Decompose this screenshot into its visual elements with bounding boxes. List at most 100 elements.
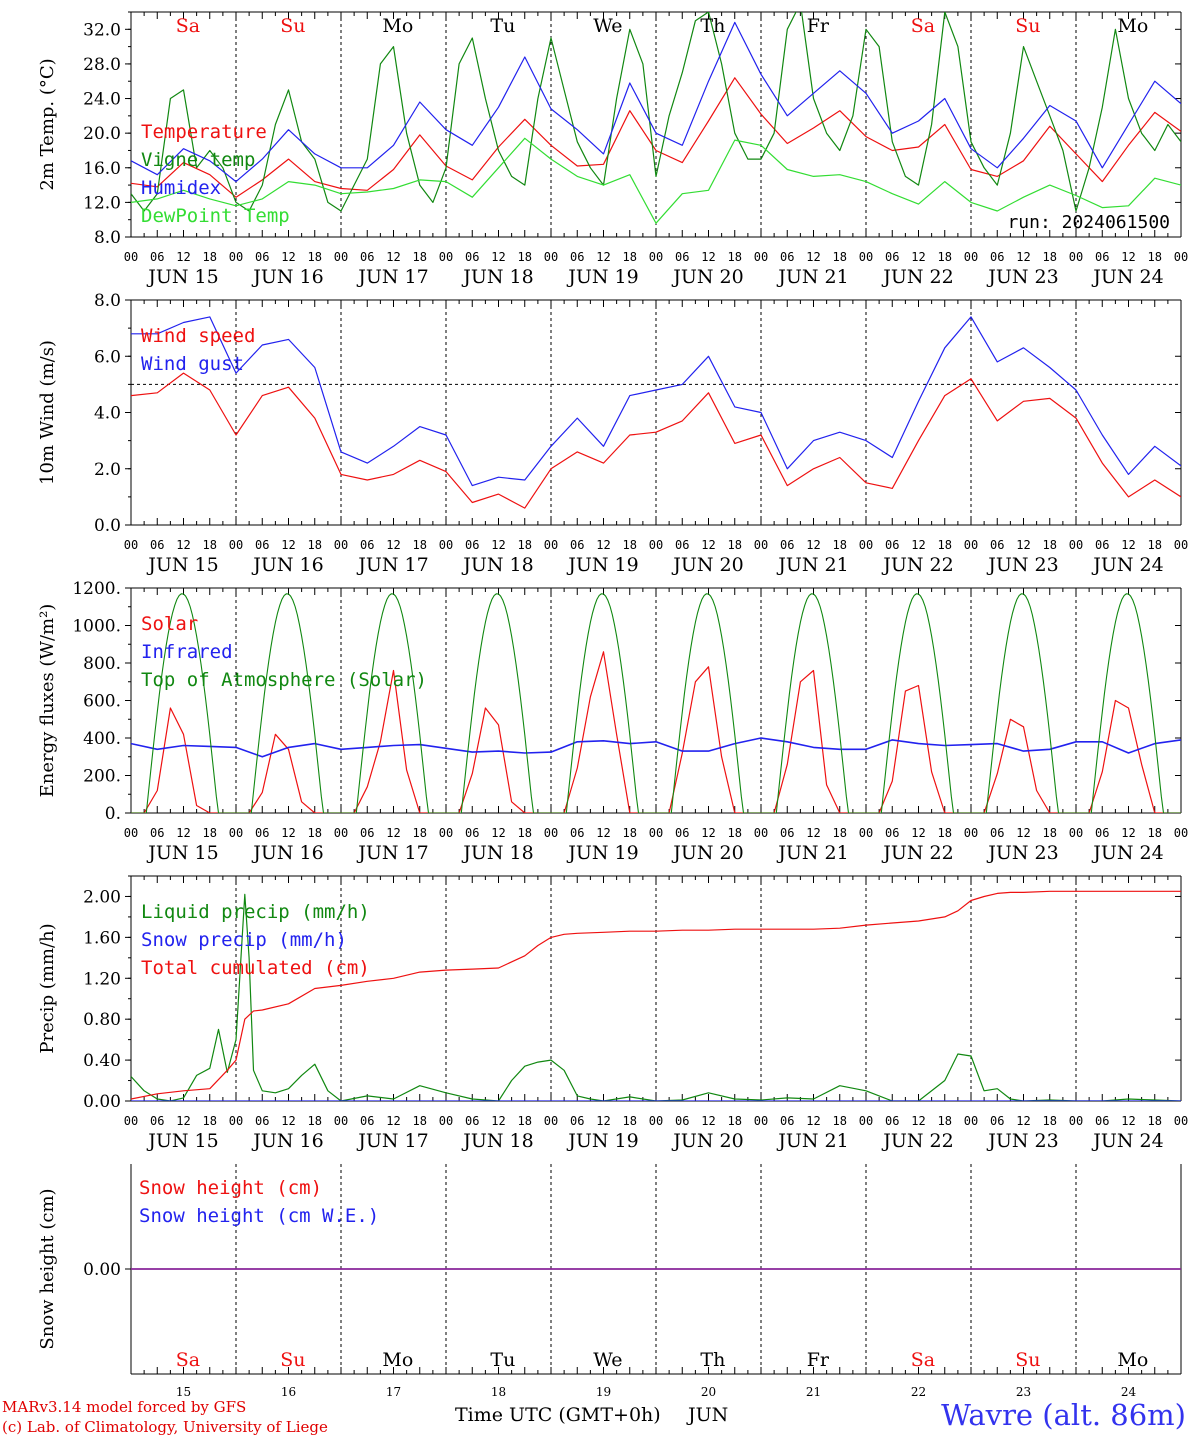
x-axis-title: Time UTC (GMT+0h) [455, 1404, 661, 1426]
day-number: 19 [596, 1385, 611, 1399]
series-line [131, 137, 1181, 224]
hour-tick-label: 18 [938, 250, 952, 264]
hour-tick-label: 00 [439, 250, 453, 264]
hour-tick-label: 06 [885, 250, 899, 264]
hour-tick-label: 18 [728, 1114, 742, 1128]
hour-tick-label: 06 [465, 1114, 479, 1128]
legend-entry: Solar [141, 613, 198, 635]
hour-tick-label: 06 [885, 826, 899, 840]
y-tick-label: 2.00 [83, 887, 121, 907]
hour-tick-label: 06 [990, 538, 1004, 552]
hour-tick-label: 12 [176, 826, 190, 840]
date-label: JUN 21 [776, 266, 848, 288]
hour-tick-label: 18 [203, 538, 217, 552]
hour-tick-label: 00 [859, 1114, 873, 1128]
legend-entry: Humidex [141, 177, 221, 199]
y-tick-label: 2.0 [94, 460, 121, 480]
hour-tick-label: 06 [1095, 826, 1109, 840]
plot-area [131, 12, 1181, 224]
hour-tick-label: 00 [964, 538, 978, 552]
date-label: JUN 24 [1091, 266, 1163, 288]
day-name: We [593, 15, 622, 37]
date-label: JUN 20 [671, 554, 743, 576]
panel-2: 0.0 2.0 4.0 6.0 8.0 10m Wind (m/s) Wind speed W… [37, 291, 1188, 576]
hour-tick-label: 00 [964, 826, 978, 840]
hour-tick-label: 12 [386, 538, 400, 552]
y-tick-label: 0.00 [83, 1260, 121, 1280]
hour-tick-label: 12 [386, 250, 400, 264]
series-line [131, 593, 1181, 813]
hour-tick-label: 12 [281, 826, 295, 840]
panel-5: 0.00 Snow height (cm) Snow height (cm) Snow… [37, 1164, 1182, 1399]
date-label: JUN 17 [356, 554, 428, 576]
day-name: Sa [911, 1349, 935, 1371]
day-name: Th [700, 15, 725, 37]
date-label: JUN 23 [986, 1130, 1058, 1152]
date-label: JUN 15 [146, 842, 218, 864]
hour-tick-label: 18 [833, 1114, 847, 1128]
hour-tick-label: 00 [334, 538, 348, 552]
hour-tick-label: 00 [1174, 826, 1188, 840]
hour-tick-label: 06 [1095, 250, 1109, 264]
hour-tick-label: 18 [728, 250, 742, 264]
hour-tick-label: 06 [150, 826, 164, 840]
plot-area [131, 890, 1181, 1101]
hour-tick-label: 00 [544, 250, 558, 264]
hour-tick-label: 06 [780, 250, 794, 264]
legend-entry: Liquid precip (mm/h) [141, 901, 370, 923]
hour-tick-label: 18 [518, 826, 532, 840]
hour-tick-label: 18 [1043, 1114, 1057, 1128]
day-number: 23 [1016, 1385, 1031, 1399]
day-name: Su [280, 1349, 305, 1371]
hour-tick-label: 00 [754, 250, 768, 264]
lab-credit: (c) Lab. of Climatology, University of L… [2, 1418, 328, 1436]
y-axis-label: Energy fluxes (W/m²) [37, 604, 58, 798]
hour-tick-label: 12 [176, 250, 190, 264]
hour-tick-label: 00 [1069, 250, 1083, 264]
legend-entry: Top of Atmosphere (Solar) [141, 669, 427, 691]
date-label: JUN 17 [356, 266, 428, 288]
hour-tick-label: 00 [754, 826, 768, 840]
hour-tick-label: 06 [1095, 538, 1109, 552]
series-line [131, 12, 1181, 212]
series-line [131, 316, 1181, 487]
date-label: JUN 22 [881, 1130, 953, 1152]
hour-tick-label: 06 [570, 250, 584, 264]
hour-tick-label: 12 [806, 1114, 820, 1128]
series-line [131, 372, 1181, 509]
date-label: JUN 19 [566, 842, 638, 864]
day-number: 18 [491, 1385, 506, 1399]
hour-tick-label: 12 [701, 250, 715, 264]
hour-tick-label: 06 [465, 826, 479, 840]
day-name: Tu [490, 15, 515, 37]
hour-tick-label: 00 [544, 826, 558, 840]
hour-tick-label: 18 [1043, 250, 1057, 264]
hour-tick-label: 18 [413, 826, 427, 840]
y-axis-label: Precip (mm/h) [37, 923, 58, 1053]
hour-tick-label: 06 [255, 826, 269, 840]
hour-tick-label: 00 [1174, 1114, 1188, 1128]
day-name: Tu [490, 1349, 515, 1371]
hour-tick-label: 18 [1148, 1114, 1162, 1128]
hour-tick-label: 12 [491, 538, 505, 552]
legend-entry: Snow precip (mm/h) [141, 929, 347, 951]
hour-tick-label: 18 [413, 250, 427, 264]
hour-tick-label: 06 [675, 1114, 689, 1128]
hour-tick-label: 06 [150, 250, 164, 264]
day-name: Mo [382, 15, 413, 37]
hour-tick-label: 12 [911, 826, 925, 840]
hour-tick-label: 00 [544, 1114, 558, 1128]
station-name: Wavre (alt. 86m) [941, 1398, 1186, 1432]
day-name: Fr [807, 1349, 830, 1371]
hour-tick-label: 18 [833, 538, 847, 552]
day-name: Mo [382, 1349, 413, 1371]
legend-entry: Temperature [141, 121, 267, 143]
hour-tick-label: 00 [649, 250, 663, 264]
hour-tick-label: 00 [649, 826, 663, 840]
hour-tick-label: 00 [859, 250, 873, 264]
day-number: 17 [386, 1385, 401, 1399]
hour-tick-label: 06 [570, 826, 584, 840]
hour-tick-label: 06 [150, 538, 164, 552]
hour-tick-label: 12 [1121, 1114, 1135, 1128]
hour-tick-label: 06 [675, 538, 689, 552]
